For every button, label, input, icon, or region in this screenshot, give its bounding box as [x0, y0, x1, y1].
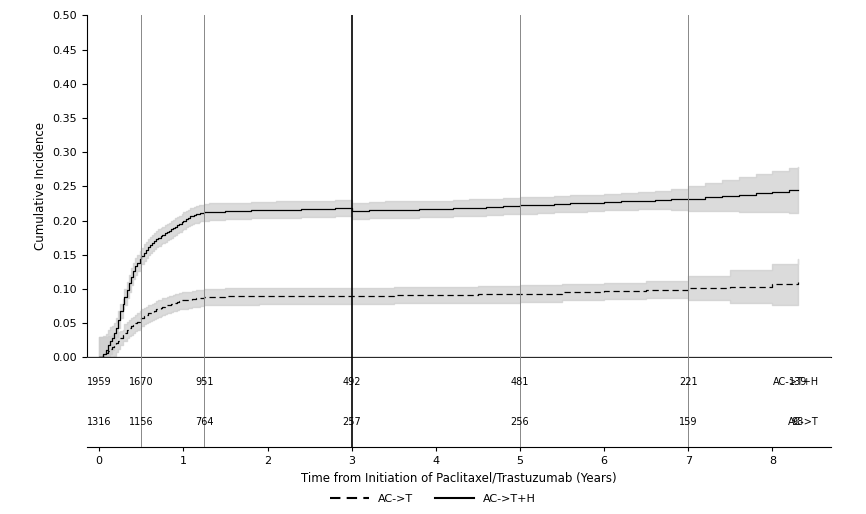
Text: 764: 764	[195, 417, 214, 427]
Text: 256: 256	[511, 417, 529, 427]
Text: 1670: 1670	[129, 377, 153, 388]
Text: 221: 221	[679, 377, 698, 388]
Text: AC->T: AC->T	[788, 417, 818, 427]
Text: 951: 951	[195, 377, 214, 388]
Legend: AC->T, AC->T+H: AC->T, AC->T+H	[326, 489, 540, 508]
Text: 1156: 1156	[129, 417, 153, 427]
Text: 98: 98	[792, 417, 804, 427]
Text: Number at Risk: Number at Risk	[312, 364, 392, 374]
Y-axis label: Cumulative Incidence: Cumulative Incidence	[34, 122, 47, 250]
Text: 481: 481	[511, 377, 529, 388]
Text: AC->T+H: AC->T+H	[772, 377, 818, 388]
Text: 159: 159	[679, 417, 697, 427]
Text: 257: 257	[342, 417, 361, 427]
Text: 492: 492	[342, 377, 361, 388]
X-axis label: Time from Initiation of Paclitaxel/Trastuzumab (Years): Time from Initiation of Paclitaxel/Trast…	[301, 472, 617, 485]
Text: 139: 139	[789, 377, 807, 388]
Text: 1959: 1959	[87, 377, 112, 388]
Text: 1316: 1316	[87, 417, 112, 427]
